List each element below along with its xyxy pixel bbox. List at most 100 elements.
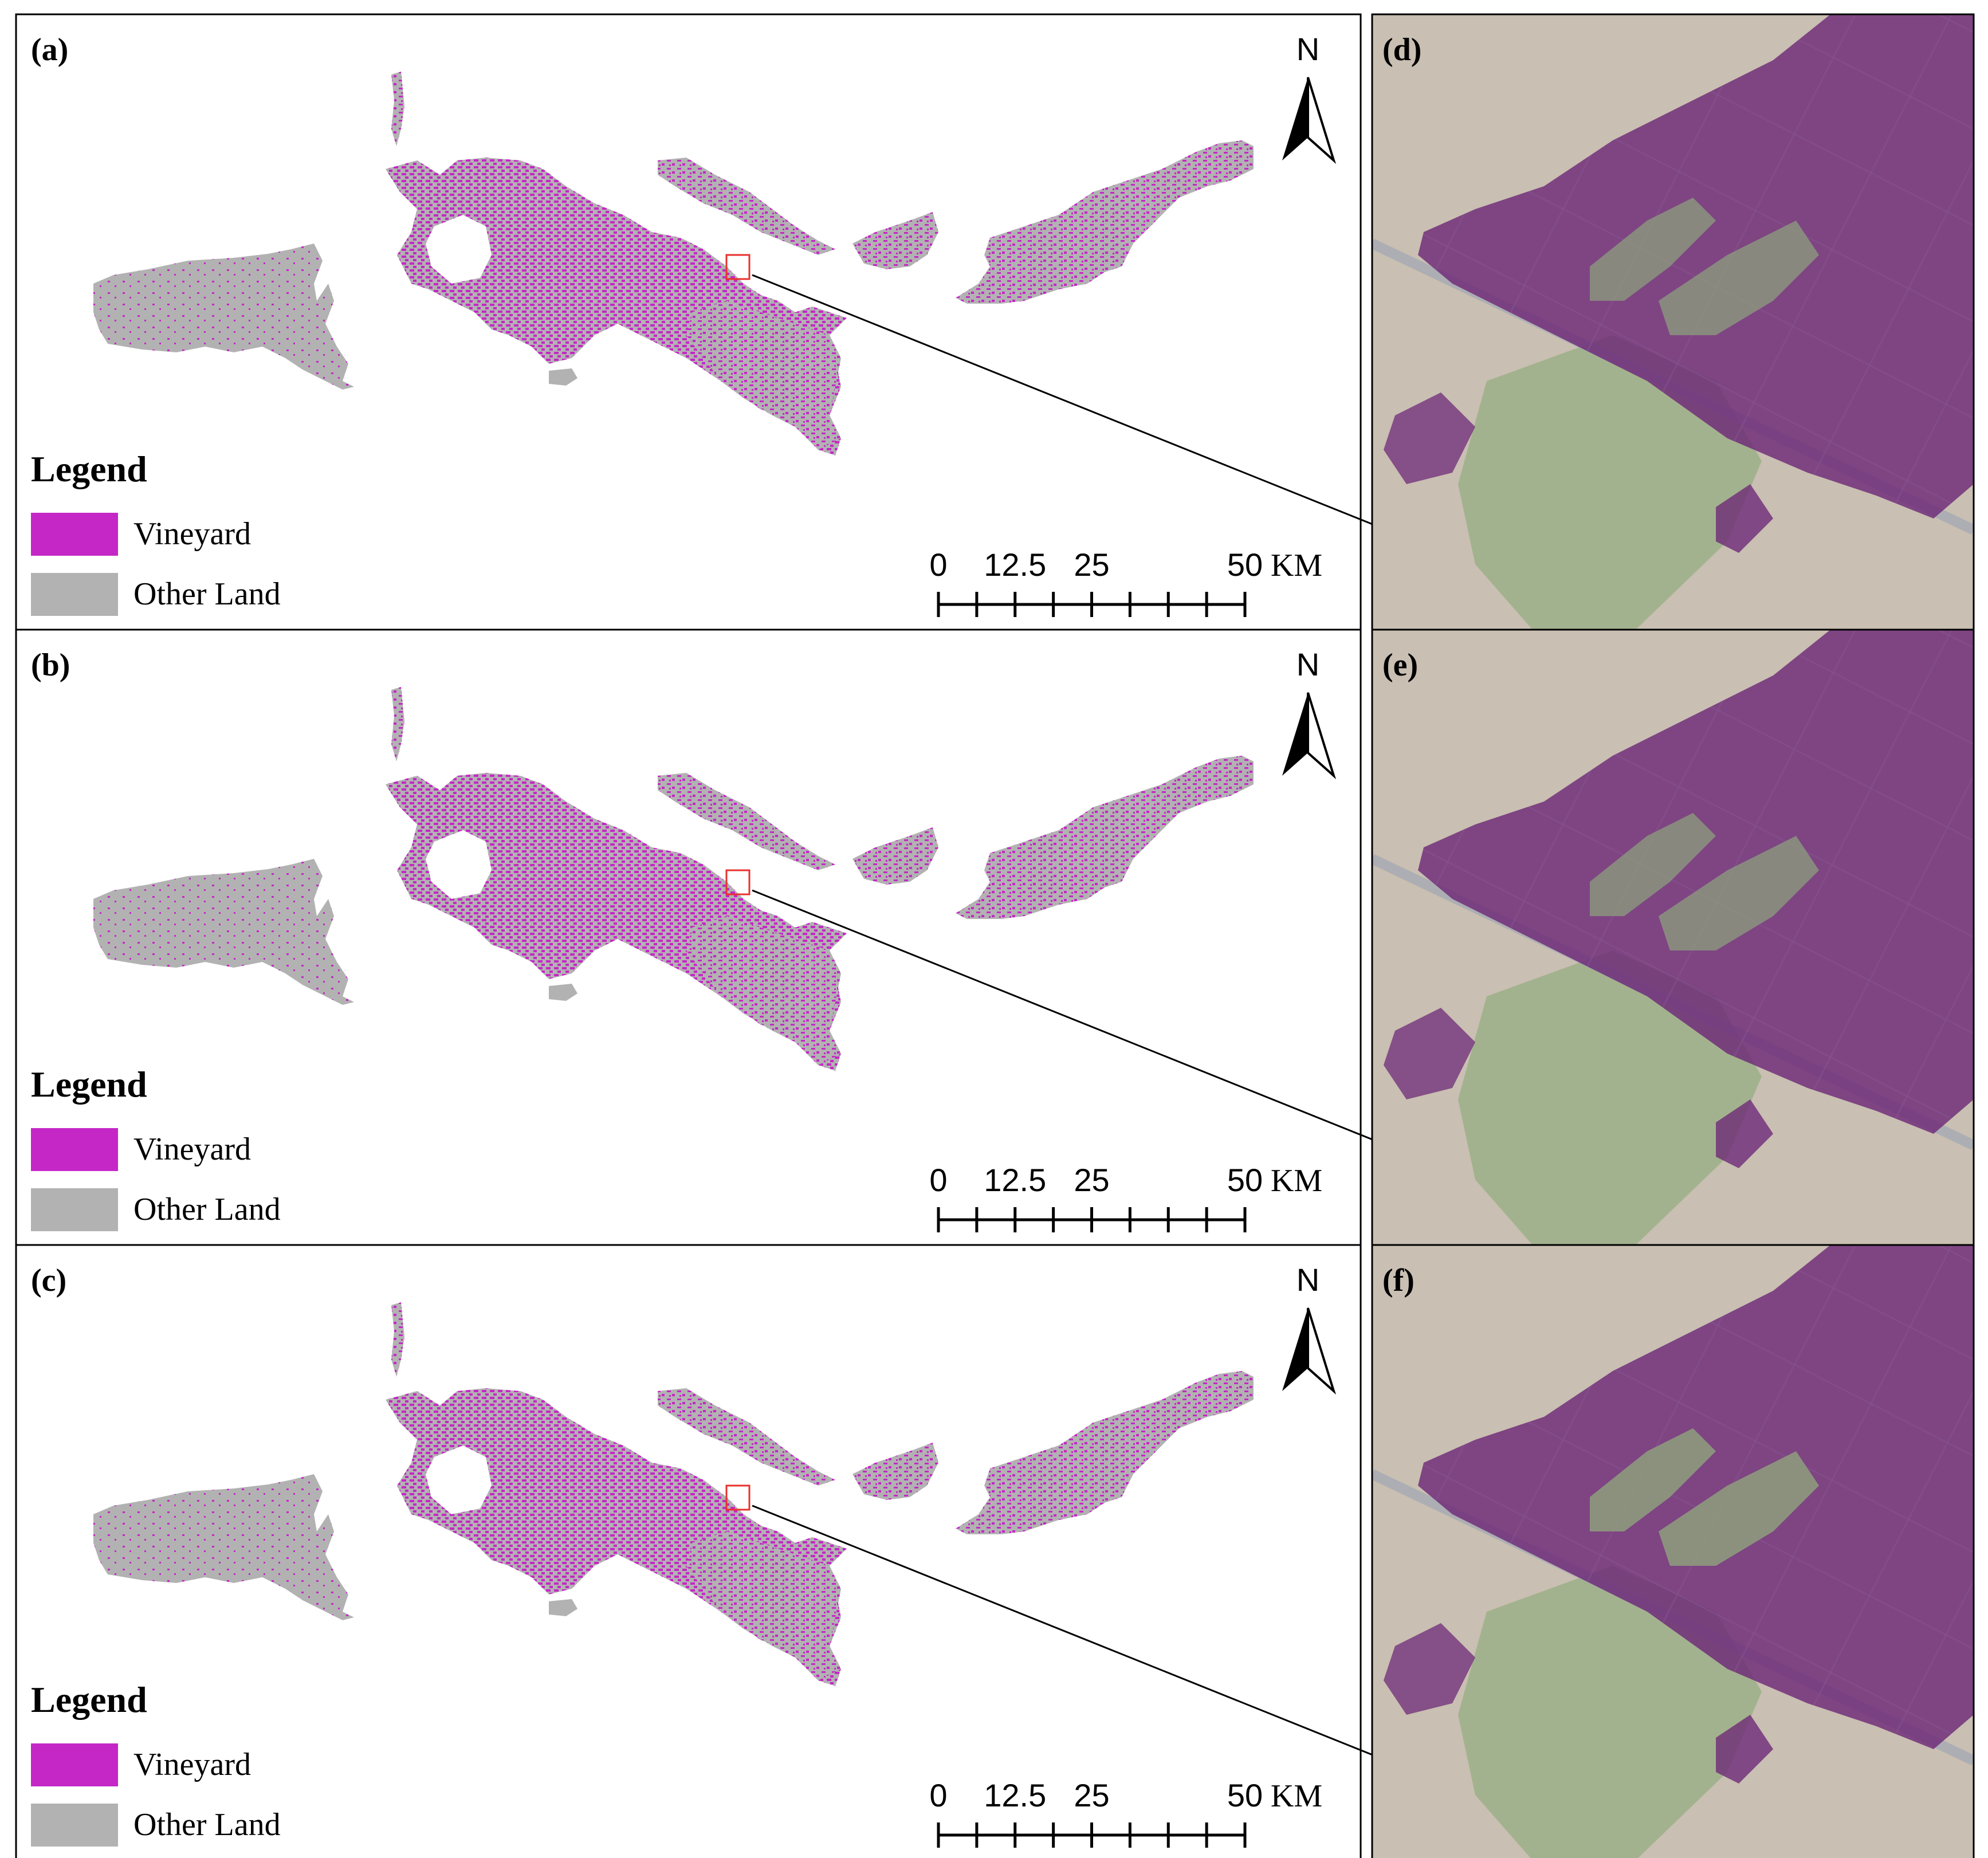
region-central-hole [426,830,492,899]
gap-patch [1590,813,1716,916]
north-arrow: N [1282,31,1337,164]
scale-bar: 0 12.5 25 50 KM [929,1777,1322,1848]
scale-bar: 0 12.5 25 50 KM [929,1162,1322,1232]
region-south-blob [686,301,841,450]
legend-swatch [31,513,118,556]
study-area [93,72,1254,455]
vineyard-blob [1384,1623,1475,1715]
legend-swatch [31,1804,118,1847]
region-west [93,859,354,1005]
field-patch [1458,335,1762,630]
zoom-panel-2: (e) [1371,629,1975,1246]
scale-tick-label: 50 [1227,547,1263,583]
panel-label: (d) [1382,32,1421,68]
region-east [956,756,1254,919]
legend-label: Other Land [133,1807,281,1843]
connector-arrow [752,1505,1446,1785]
panel-label: (a) [31,32,68,68]
legend-label: Other Land [133,576,281,612]
gap-patch [1659,221,1819,335]
scale-tick-label: 25 [1074,547,1109,583]
legend: Legend Vineyard Other Land [31,449,281,616]
region-islet [549,368,577,386]
study-area [93,1302,1254,1686]
north-arrow-left [1282,1308,1308,1391]
scale-tick-label: 0 [929,1162,947,1198]
panel-label: (e) [1382,647,1418,683]
north-arrow: N [1282,646,1337,780]
region-south-blob [686,916,841,1065]
inset-box [725,1484,751,1511]
north-arrow-left [1282,77,1308,160]
region-central-hole [426,1445,492,1514]
gap-patch [1659,836,1819,950]
region-east-center [852,1443,938,1500]
scale-tick-label: 25 [1074,1777,1109,1813]
north-arrow-right [1307,77,1337,164]
vineyard-blob [1384,1008,1475,1099]
gap-patch [1590,198,1716,301]
region-north-band [658,773,835,870]
region-north-band [658,1388,835,1486]
inset-box [725,869,751,895]
legend-label: Vineyard [133,516,251,552]
panel-label: (b) [31,647,70,683]
connector-arrow [752,889,1446,1169]
legend-title: Legend [31,1679,147,1720]
scale-tick-label: 12.5 [984,1777,1046,1813]
gap-patch [1659,1451,1819,1566]
scale-tick-label: 0 [929,547,947,583]
panel-label: (f) [1382,1263,1415,1298]
scale-tick-label: 25 [1074,1162,1109,1198]
scale-tick-label: 12.5 [984,547,1046,583]
scale-tick-label: 12.5 [984,1162,1046,1198]
legend-swatch [31,1128,118,1171]
vineyard-blob [1716,1099,1773,1168]
scale-tick-label: 50 [1227,1162,1263,1198]
north-arrow-right [1307,692,1337,780]
scale-tick-label: 50 [1227,1777,1263,1813]
map-panel-2: (b) N Legend Vineyard Other Land 0 12.5 25 50 KM [15,629,1446,1246]
region-west [93,243,354,390]
region-east-center [852,827,938,885]
legend-title: Legend [31,449,147,489]
legend-swatch [31,1743,118,1786]
region-south-blob [686,1531,841,1680]
north-letter: N [1296,646,1319,682]
region-east-center [852,212,938,269]
north-letter: N [1296,1262,1319,1298]
zoom-panel-1: (d) [1371,13,1975,631]
vineyard-blob [1716,1715,1773,1784]
gap-patch [1590,1428,1716,1531]
region-north-strip [391,687,404,761]
region-islet [549,1599,577,1616]
scale-tick-label: 0 [929,1777,947,1813]
region-west [93,1474,354,1620]
legend: Legend Vineyard Other Land [31,1679,281,1847]
zoom-frame [1371,1244,1975,1858]
north-arrow-right [1307,1307,1337,1395]
region-north-band [658,158,835,255]
region-north-strip [391,72,404,146]
north-arrow-left [1282,693,1308,776]
zoom-panel-3: (f) [1371,1244,1975,1858]
field-patch [1458,950,1762,1245]
legend-swatch [31,573,118,616]
legend: Legend Vineyard Other Land [31,1064,281,1231]
north-arrow: N [1282,1262,1337,1395]
panel-label: (c) [31,1263,66,1298]
legend-label: Vineyard [133,1132,251,1167]
legend-title: Legend [31,1064,147,1105]
region-east [956,140,1254,304]
scale-unit: KM [1271,1778,1322,1814]
connector-arrow [752,274,1446,554]
region-east [956,1371,1254,1534]
vineyard-blob [1384,392,1475,484]
map-panel-3: (c) N Legend Vineyard Other Land 0 12.5 25 50 KM [15,1244,1446,1858]
vineyard-blob [1716,484,1773,553]
legend-label: Other Land [133,1192,281,1227]
region-islet [549,984,577,1001]
north-letter: N [1296,31,1319,67]
legend-label: Vineyard [133,1747,251,1782]
